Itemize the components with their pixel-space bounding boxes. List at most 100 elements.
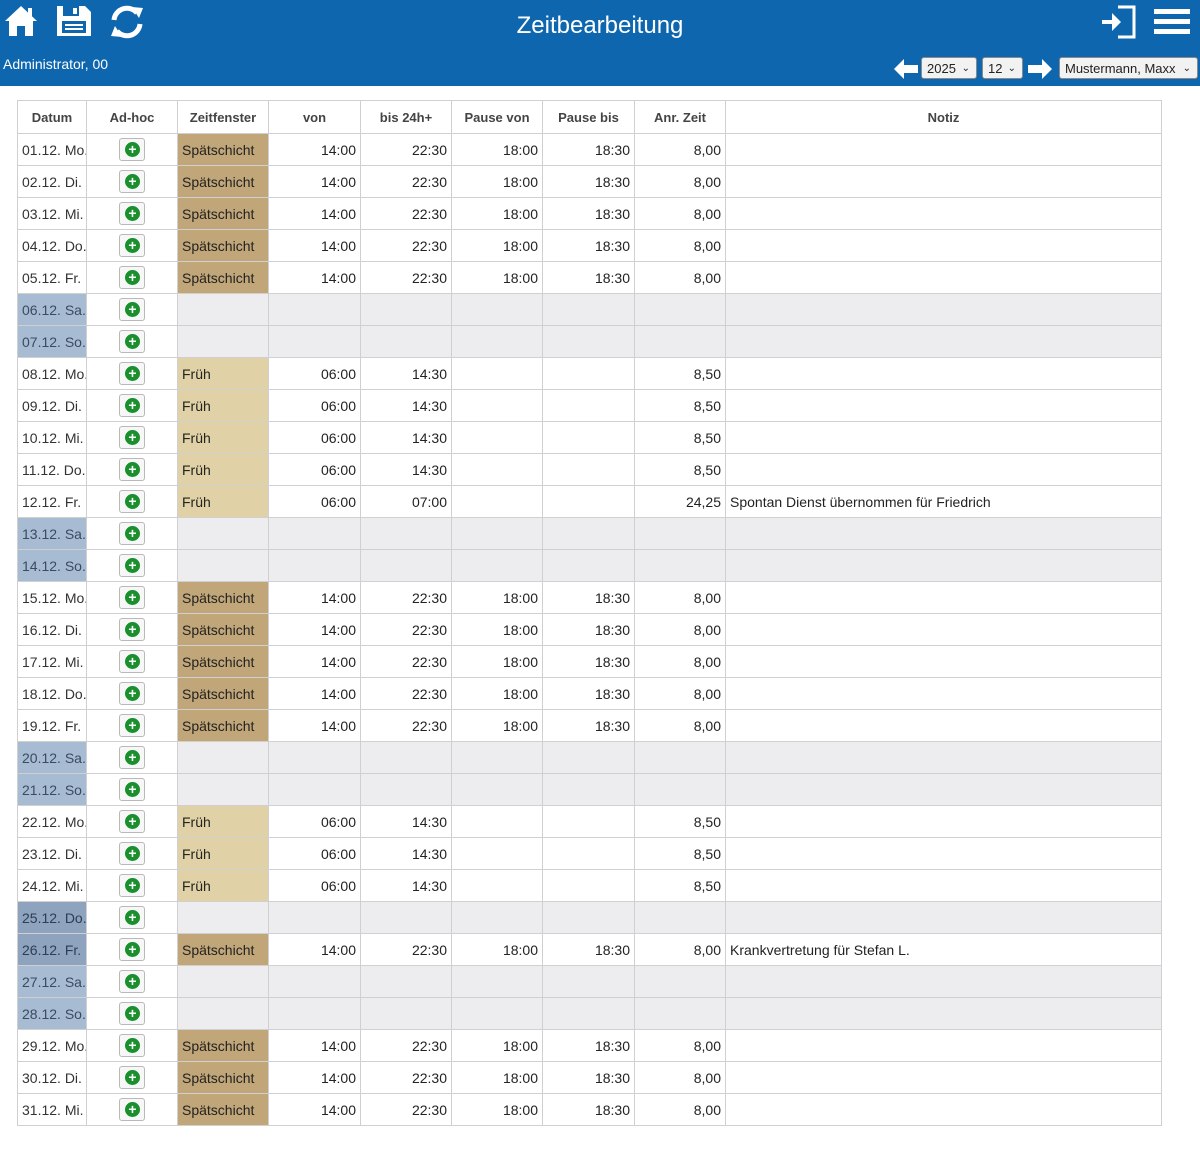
- row-bis[interactable]: [360, 549, 452, 582]
- add-entry-button[interactable]: +: [119, 938, 145, 961]
- row-note[interactable]: [725, 805, 1162, 838]
- row-pause-bis[interactable]: 18:30: [542, 581, 635, 614]
- row-pause-bis[interactable]: [542, 517, 635, 550]
- table-row[interactable]: 13.12. Sa. +: [17, 517, 1162, 550]
- row-von[interactable]: 14:00: [268, 261, 361, 294]
- table-row[interactable]: 12.12. Fr. + Früh 06:00 07:00 24,25 Spontan Di…: [17, 485, 1162, 518]
- add-entry-button[interactable]: +: [119, 586, 145, 609]
- row-note[interactable]: [725, 165, 1162, 198]
- month-select[interactable]: 12 ⌄: [982, 57, 1023, 79]
- row-pause-bis[interactable]: 18:30: [542, 709, 635, 742]
- table-row[interactable]: 07.12. So. +: [17, 325, 1162, 358]
- row-pause-von[interactable]: 18:00: [451, 581, 543, 614]
- row-pause-bis[interactable]: 18:30: [542, 1029, 635, 1062]
- row-shift[interactable]: [177, 325, 269, 358]
- row-note[interactable]: [725, 1061, 1162, 1094]
- row-von[interactable]: 14:00: [268, 229, 361, 262]
- menu-icon[interactable]: [1153, 8, 1191, 36]
- add-entry-button[interactable]: +: [119, 490, 145, 513]
- row-shift[interactable]: Früh: [177, 837, 269, 870]
- add-entry-button[interactable]: +: [119, 554, 145, 577]
- col-bis[interactable]: bis 24h+: [360, 100, 452, 134]
- save-icon[interactable]: [55, 4, 93, 38]
- row-shift[interactable]: Spätschicht: [177, 1093, 269, 1126]
- row-von[interactable]: [268, 965, 361, 998]
- row-pause-bis[interactable]: 18:30: [542, 133, 635, 166]
- row-note[interactable]: [725, 229, 1162, 262]
- arrow-left-icon[interactable]: [894, 59, 918, 79]
- col-pause-von[interactable]: Pause von: [451, 100, 543, 134]
- row-note[interactable]: [725, 517, 1162, 550]
- add-entry-button[interactable]: +: [119, 1098, 145, 1121]
- add-entry-button[interactable]: +: [119, 650, 145, 673]
- row-von[interactable]: 06:00: [268, 421, 361, 454]
- row-pause-von[interactable]: 18:00: [451, 1093, 543, 1126]
- row-pause-von[interactable]: 18:00: [451, 197, 543, 230]
- row-pause-von[interactable]: [451, 869, 543, 902]
- row-von[interactable]: 14:00: [268, 581, 361, 614]
- row-von[interactable]: [268, 325, 361, 358]
- row-shift[interactable]: Spätschicht: [177, 229, 269, 262]
- col-anr-zeit[interactable]: Anr. Zeit: [634, 100, 726, 134]
- row-pause-von[interactable]: [451, 901, 543, 934]
- row-von[interactable]: 14:00: [268, 165, 361, 198]
- row-pause-von[interactable]: [451, 549, 543, 582]
- row-bis[interactable]: 14:30: [360, 421, 452, 454]
- row-note[interactable]: [725, 965, 1162, 998]
- row-bis[interactable]: 14:30: [360, 869, 452, 902]
- row-shift[interactable]: [177, 997, 269, 1030]
- row-bis[interactable]: [360, 517, 452, 550]
- row-pause-bis[interactable]: 18:30: [542, 645, 635, 678]
- row-pause-bis[interactable]: 18:30: [542, 677, 635, 710]
- row-bis[interactable]: 14:30: [360, 805, 452, 838]
- col-pause-bis[interactable]: Pause bis: [542, 100, 635, 134]
- row-pause-bis[interactable]: [542, 773, 635, 806]
- row-von[interactable]: [268, 997, 361, 1030]
- row-pause-von[interactable]: 18:00: [451, 709, 543, 742]
- row-pause-von[interactable]: [451, 805, 543, 838]
- row-bis[interactable]: [360, 901, 452, 934]
- row-bis[interactable]: 22:30: [360, 165, 452, 198]
- row-von[interactable]: 06:00: [268, 805, 361, 838]
- row-shift[interactable]: Früh: [177, 805, 269, 838]
- row-shift[interactable]: Spätschicht: [177, 933, 269, 966]
- add-entry-button[interactable]: +: [119, 362, 145, 385]
- row-von[interactable]: 14:00: [268, 645, 361, 678]
- table-row[interactable]: 25.12. Do. +: [17, 901, 1162, 934]
- row-pause-bis[interactable]: [542, 901, 635, 934]
- row-pause-von[interactable]: 18:00: [451, 261, 543, 294]
- row-note[interactable]: [725, 773, 1162, 806]
- row-pause-von[interactable]: 18:00: [451, 613, 543, 646]
- table-row[interactable]: 05.12. Fr. + Spätschicht 14:00 22:30 18:00 18:…: [17, 261, 1162, 294]
- row-pause-von[interactable]: [451, 965, 543, 998]
- row-pause-bis[interactable]: [542, 965, 635, 998]
- row-bis[interactable]: [360, 997, 452, 1030]
- row-note[interactable]: [725, 421, 1162, 454]
- col-notiz[interactable]: Notiz: [725, 100, 1162, 134]
- row-von[interactable]: 14:00: [268, 1093, 361, 1126]
- row-bis[interactable]: 22:30: [360, 645, 452, 678]
- row-note[interactable]: [725, 709, 1162, 742]
- row-pause-von[interactable]: 18:00: [451, 1029, 543, 1062]
- row-pause-von[interactable]: 18:00: [451, 133, 543, 166]
- row-pause-von[interactable]: 18:00: [451, 165, 543, 198]
- table-row[interactable]: 10.12. Mi. + Früh 06:00 14:30 8,50: [17, 421, 1162, 454]
- row-note[interactable]: Krankvertretung für Stefan L.: [725, 933, 1162, 966]
- row-von[interactable]: [268, 293, 361, 326]
- row-shift[interactable]: Spätschicht: [177, 709, 269, 742]
- table-row[interactable]: 20.12. Sa. +: [17, 741, 1162, 774]
- row-bis[interactable]: 22:30: [360, 933, 452, 966]
- row-pause-bis[interactable]: 18:30: [542, 1093, 635, 1126]
- add-entry-button[interactable]: +: [119, 394, 145, 417]
- row-bis[interactable]: 14:30: [360, 357, 452, 390]
- add-entry-button[interactable]: +: [119, 906, 145, 929]
- row-note[interactable]: [725, 1029, 1162, 1062]
- row-pause-bis[interactable]: [542, 421, 635, 454]
- row-von[interactable]: 14:00: [268, 133, 361, 166]
- add-entry-button[interactable]: +: [119, 842, 145, 865]
- row-pause-von[interactable]: [451, 997, 543, 1030]
- row-bis[interactable]: 22:30: [360, 197, 452, 230]
- row-note[interactable]: [725, 837, 1162, 870]
- add-entry-button[interactable]: +: [119, 1034, 145, 1057]
- row-bis[interactable]: 14:30: [360, 389, 452, 422]
